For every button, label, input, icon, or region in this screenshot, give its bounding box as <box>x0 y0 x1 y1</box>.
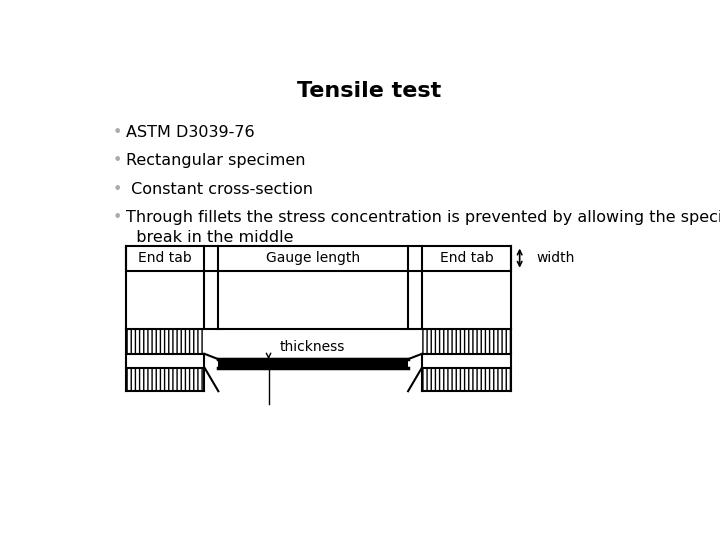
Text: ASTM D3039-76: ASTM D3039-76 <box>126 125 255 140</box>
Text: •: • <box>112 125 122 140</box>
Text: Rectangular specimen: Rectangular specimen <box>126 153 306 168</box>
Text: Tensile test: Tensile test <box>297 82 441 102</box>
Bar <box>422 329 511 354</box>
Polygon shape <box>408 354 422 359</box>
Text: •: • <box>112 181 122 197</box>
Text: End tab: End tab <box>138 251 192 265</box>
Text: •: • <box>112 210 122 225</box>
Text: thickness: thickness <box>280 340 345 354</box>
Polygon shape <box>204 368 218 391</box>
Bar <box>126 368 204 391</box>
Text: Gauge length: Gauge length <box>266 251 360 265</box>
Text: Constant cross-section: Constant cross-section <box>126 181 313 197</box>
Text: •: • <box>112 153 122 168</box>
Text: Through fillets the stress concentration is prevented by allowing the specimen t: Through fillets the stress concentration… <box>126 210 720 245</box>
Polygon shape <box>408 368 422 391</box>
Bar <box>422 368 511 391</box>
Polygon shape <box>204 354 218 359</box>
Bar <box>218 359 408 368</box>
Text: End tab: End tab <box>440 251 493 265</box>
Text: width: width <box>536 251 575 265</box>
Bar <box>126 329 204 354</box>
Bar <box>126 246 511 271</box>
